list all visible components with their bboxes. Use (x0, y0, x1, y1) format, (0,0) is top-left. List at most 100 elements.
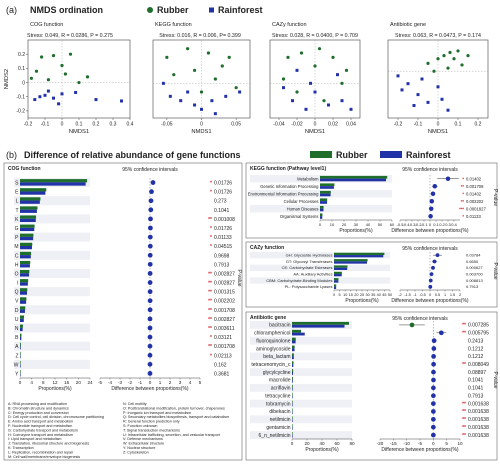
point-rubber (77, 80, 81, 85)
p-value: 0.000627 (466, 265, 483, 270)
point-rubber (199, 90, 204, 94)
footnote-line: T: Signal transduction mechanisms (123, 428, 180, 432)
x-axis-label: NMDS1 (428, 129, 448, 135)
p-value: 0.0001827 (466, 206, 486, 211)
x-tick-label: 0 (437, 122, 440, 128)
point-rubber (295, 90, 299, 94)
cog-errorbar-chart: COG function 95% confidence intervalsSELT… (3, 162, 243, 461)
p-value: 0.001708 (214, 308, 235, 314)
nmds-stats: Stress: 0.049, R = 0.0286, P = 0.275 (27, 33, 113, 39)
point-rainforest (161, 81, 165, 85)
bar-rainforest (20, 327, 23, 332)
prop-tick-label: 15 (349, 293, 353, 297)
sig-mark: ** (208, 344, 212, 350)
bar-rubber (320, 213, 323, 217)
point-rubber (322, 99, 326, 103)
bar-rainforest (20, 218, 36, 222)
panel-a-label: (a) (6, 5, 17, 15)
point-rubber (165, 55, 169, 59)
diff-tick-label: 1 (444, 293, 446, 297)
cazy-errorbar-chart: CAZy function 95% confidence intervals GH:… (245, 241, 498, 308)
footnote-line: A: RNA processing and modification (8, 402, 67, 406)
diff-point (431, 416, 436, 422)
p-value: 0.01726 (214, 226, 232, 232)
bar-rainforest (20, 200, 40, 204)
sig-mark: ** (462, 323, 466, 329)
legend-rainforest-text: Rainforest (406, 150, 451, 160)
panel-title: CAZy function (250, 245, 284, 251)
point-rubber (432, 69, 436, 73)
diff-point (147, 252, 153, 258)
panel-a-title: NMDS ordination (30, 5, 103, 15)
footnote-line: F: Nucleotide transport and metabolism (8, 424, 72, 428)
prop-tick-label: 12 (52, 380, 58, 385)
sig-mark: * (210, 226, 212, 232)
bar-rainforest (292, 419, 293, 423)
point-rubber (68, 52, 73, 56)
sig-mark: * (210, 335, 212, 341)
bar-rubber (334, 265, 348, 268)
point-rainforest (224, 94, 228, 98)
category-label: gentamicin (266, 425, 290, 431)
prop-tick-label: 16 (64, 380, 70, 385)
footnote-line: Z: Cytoskeleton (123, 450, 149, 454)
bar-rainforest (20, 282, 28, 286)
panel-title: KEGG function (Pathway level1) (250, 166, 326, 172)
category-label: fluoroquinolone (256, 338, 290, 344)
sig-mark: ** (208, 308, 212, 314)
diff-tick-label: 1.5 (450, 293, 455, 297)
bar-rainforest (20, 346, 21, 350)
diff-tick-label: -5 (98, 380, 103, 385)
category-label: W (14, 362, 19, 368)
point-rubber (448, 50, 452, 55)
category-label: tetracenomycin_c (251, 362, 291, 368)
ci-title: 95% confidence intervals (392, 316, 448, 322)
row-stripe (250, 368, 352, 377)
bar-rubber (20, 351, 21, 356)
row-stripe (250, 277, 390, 284)
point-rubber (34, 69, 39, 73)
point-rubber (299, 51, 304, 55)
panel-border (245, 162, 498, 239)
diff-point (431, 265, 435, 270)
x-tick-label: 0.2 (475, 122, 482, 128)
sig-mark: ** (461, 199, 465, 204)
p-value: 0.6650 (466, 259, 479, 264)
diff-point (438, 330, 444, 336)
point-rubber (29, 76, 33, 80)
diff-tick-label: 3 (179, 380, 182, 385)
bar-rainforest (320, 201, 328, 204)
category-label: netilmicin (270, 417, 291, 423)
diff-tick-label: -0.5 (397, 222, 405, 227)
ci-title: 95% confidence intervals (402, 246, 458, 252)
y-tick-label: -0.2 (16, 109, 25, 115)
diff-point (431, 354, 436, 359)
nmds-stats: Stress: 0.028, R = 0.0400, P = 0.709 (272, 33, 358, 39)
diff-tick-label: 1 (159, 380, 162, 385)
bar-rubber (334, 271, 342, 275)
point-rainforest (43, 93, 47, 97)
row-stripe (14, 268, 90, 278)
point-rubber (466, 54, 470, 58)
bar-rainforest (292, 348, 295, 352)
p-value-axis-label: P-value (492, 372, 498, 389)
point-rubber (63, 72, 67, 76)
prop-tick-label: 25 (360, 293, 364, 297)
diff-point (428, 206, 434, 211)
bar-rubber (20, 279, 29, 283)
category-label: Y (15, 371, 19, 377)
category-label: I (17, 281, 18, 287)
diff-tick-label: 0.3 (445, 222, 451, 227)
nmds-title: CAZy function (272, 22, 307, 28)
point-rubber (220, 64, 224, 68)
bar-rainforest (20, 364, 21, 368)
p-value: 0.001708 (466, 184, 484, 189)
p-value: 0.01726 (214, 181, 232, 187)
footnote-line: N: Cell motility (123, 402, 147, 406)
p-value: 0.162 (214, 362, 227, 368)
bar-rubber (292, 400, 293, 404)
prop-tick-label: 4 (30, 380, 33, 385)
footnote-line: Q: Secondary metabolites biosynthesis, t… (123, 415, 229, 419)
point-rainforest (33, 98, 37, 102)
